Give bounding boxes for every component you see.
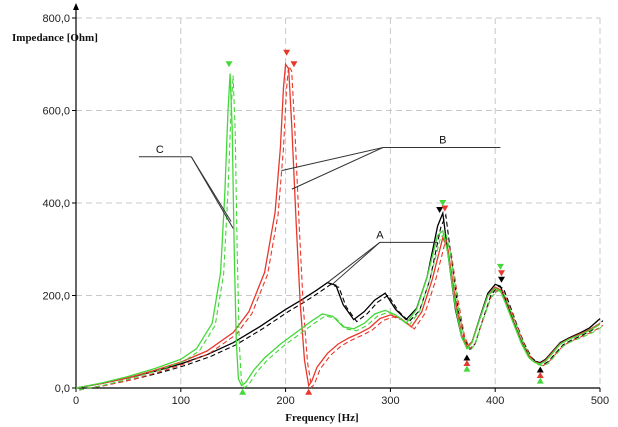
- series-line-dashed-B: [78, 64, 604, 391]
- y-tick-label: 0,0: [55, 383, 70, 395]
- x-tick-label: 300: [381, 395, 399, 407]
- x-tick-label: 400: [486, 395, 504, 407]
- peak-marker: [441, 205, 449, 212]
- y-tick-label: 200,0: [42, 291, 70, 303]
- peak-marker: [536, 377, 544, 384]
- x-tick-label: 200: [276, 395, 294, 407]
- y-tick-label: 400,0: [42, 198, 70, 210]
- axes: Impedance [Ohm] Frequency [Hz] 0 100 200 30…: [12, 3, 609, 424]
- y-tick-label: 800,0: [42, 13, 70, 25]
- peak-marker: [290, 61, 298, 68]
- series-line-A: [75, 210, 601, 389]
- y-axis-arrow: [73, 3, 79, 10]
- peak-marker: [225, 61, 233, 68]
- grid: [76, 17, 601, 388]
- annotation-leader-B: [281, 147, 384, 172]
- peak-marker: [536, 372, 544, 379]
- peak-marker: [283, 49, 291, 56]
- x-axis-title: Frequency [Hz]: [285, 412, 358, 424]
- peak-marker: [536, 366, 544, 373]
- y-axis-title: Impedance [Ohm]: [12, 32, 98, 44]
- series-line-dashed-C: [78, 75, 604, 391]
- annotation-leader-A: [332, 241, 381, 285]
- peak-markers: [225, 49, 544, 395]
- annotation-label-C: C: [156, 144, 164, 156]
- x-tick-label: 0: [73, 395, 79, 407]
- peak-marker: [497, 270, 505, 277]
- peak-marker: [497, 276, 505, 283]
- series-line-dashed-A: [78, 213, 604, 391]
- annotation-leader-A: [327, 241, 381, 283]
- annotation-label-B: B: [439, 135, 446, 147]
- annotation-label-A: A: [376, 229, 384, 241]
- peak-marker: [305, 388, 313, 395]
- annotations: A B C: [138, 135, 501, 285]
- peak-marker: [463, 365, 471, 372]
- y-tick-label: 600,0: [42, 106, 70, 118]
- peak-marker: [463, 360, 471, 367]
- x-tick-label: 100: [172, 395, 190, 407]
- peak-marker: [463, 354, 471, 361]
- series-lines: [75, 62, 604, 391]
- peak-marker: [496, 263, 504, 270]
- series-line-C: [75, 73, 601, 389]
- annotation-leader-C: [190, 156, 234, 229]
- peak-marker: [436, 206, 444, 213]
- x-tick-label: 500: [591, 395, 609, 407]
- peak-marker: [239, 388, 247, 395]
- annotation-leader-B: [291, 147, 384, 190]
- peak-marker: [439, 200, 447, 206]
